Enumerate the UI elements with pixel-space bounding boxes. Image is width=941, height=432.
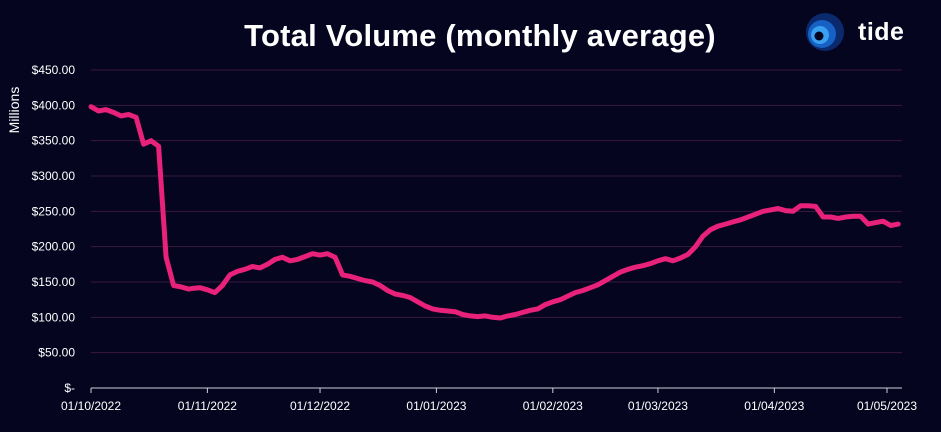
y-tick-label: $150.00 — [32, 275, 76, 289]
y-tick-label: $350.00 — [32, 134, 76, 148]
y-tick-label: $250.00 — [32, 204, 76, 218]
x-tick-label: 01/01/2023 — [406, 399, 466, 413]
y-tick-label: $100.00 — [32, 310, 76, 324]
x-tick-label: 01/10/2022 — [61, 399, 121, 413]
brand-name: tide — [858, 17, 905, 46]
series-layer — [88, 104, 901, 321]
brand-logo: tide — [804, 12, 904, 52]
y-tick-label: $400.00 — [32, 98, 76, 112]
x-ticks: 01/10/2022 01/11/2022 01/12/2022 01/01/2023… — [61, 388, 917, 413]
x-tick-label: 01/03/2023 — [628, 399, 688, 413]
y-tick-label: $450.00 — [32, 63, 76, 77]
x-tick-label: 01/02/2023 — [523, 399, 583, 413]
x-tick-label: 01/12/2022 — [290, 399, 350, 413]
y-tick-label: $50.00 — [38, 346, 75, 360]
series-line — [88, 104, 901, 321]
y-tick-label: $- — [64, 381, 75, 395]
tide-logo-icon — [806, 13, 844, 51]
x-tick-label: 01/05/2023 — [857, 399, 917, 413]
y-tick-labels: $- $50.00 $100.00 $150.00 $200.00 $250.00 $300… — [32, 63, 76, 395]
chart-title: Total Volume (monthly average) — [244, 18, 716, 53]
x-tick-label: 01/11/2022 — [178, 399, 237, 413]
x-tick-label: 01/04/2023 — [744, 399, 804, 413]
y-tick-label: $300.00 — [32, 169, 76, 183]
y-tick-label: $200.00 — [32, 240, 76, 254]
